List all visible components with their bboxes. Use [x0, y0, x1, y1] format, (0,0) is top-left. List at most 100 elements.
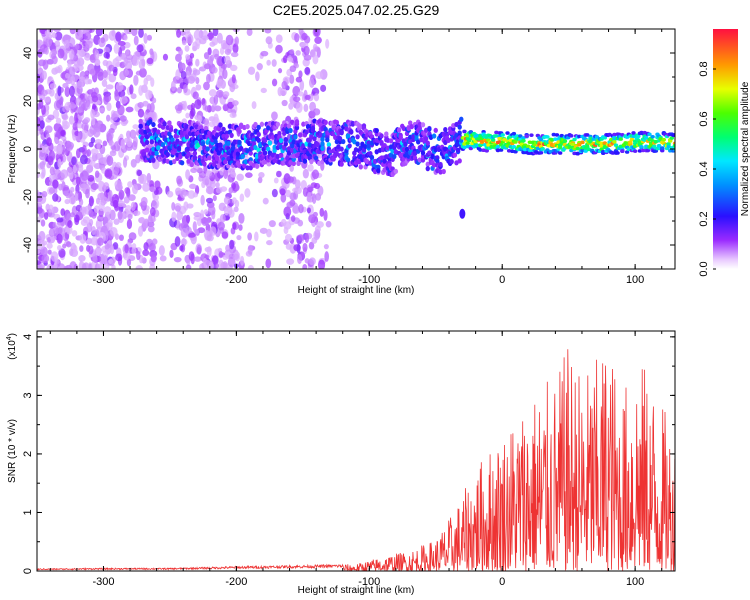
spectrogram-cell [171, 158, 177, 165]
spectrogram-cell [138, 59, 146, 70]
spectrogram-cell [129, 129, 137, 139]
spectrogram-cell [104, 243, 110, 250]
spectrogram-cell [248, 150, 253, 156]
spectrogram-cell [95, 153, 104, 161]
spectrogram-cell [490, 138, 496, 142]
spectrogram-cell [245, 172, 253, 179]
spectrogram-cell [180, 70, 187, 80]
spectrogram-cell [159, 255, 167, 262]
spectrogram-cell [119, 70, 127, 81]
spectrogram-cell [183, 191, 189, 197]
spectrogram-cell [229, 239, 235, 250]
spectrogram-cell [275, 44, 283, 54]
spectrogram-cell [307, 164, 314, 172]
spectrogram-cell [248, 165, 253, 171]
x-tick-label: 0 [499, 274, 505, 286]
spectrogram-cell [40, 219, 46, 227]
spectrogram-cell [286, 123, 292, 129]
spectrogram-cell [137, 225, 144, 237]
spectrogram-cell [232, 139, 237, 145]
spectrogram-cell [91, 226, 96, 236]
spectrogram-cell [302, 187, 309, 197]
spectrogram-cell [222, 68, 228, 80]
spectrogram-cell [425, 140, 430, 146]
spectrogram-cell [313, 29, 321, 37]
spectrogram-cell [89, 160, 96, 167]
spectrogram-cell [61, 124, 69, 130]
spectrogram-cell [113, 218, 120, 225]
spectrogram-cell [87, 128, 94, 138]
spectrogram-cell [101, 79, 108, 88]
spectrogram-cell [122, 249, 131, 261]
spectrogram-cell [234, 36, 239, 46]
spectrogram-cell [195, 142, 201, 148]
spectrogram-cell [420, 157, 426, 163]
spectrogram-cell [225, 244, 230, 252]
spectrogram-cell [293, 96, 301, 102]
spectrogram-cell [319, 207, 325, 217]
spectrogram-cell [186, 145, 191, 152]
spectrogram-cell [345, 133, 351, 139]
spectrogram-cell [449, 159, 454, 165]
spectrogram-cell [90, 237, 99, 246]
spectrogram-cell [211, 66, 218, 74]
spectrogram-cell [193, 228, 200, 235]
spectrogram-cell [213, 53, 220, 60]
spectrogram-cell [203, 118, 210, 126]
spectrogram-cell [52, 221, 57, 228]
spectrogram-cell [49, 83, 57, 89]
spectrogram-cell [200, 194, 205, 206]
spectrogram-cell [260, 50, 269, 57]
spectrogram-cell [218, 250, 224, 259]
spectrogram-cell [355, 134, 360, 140]
spectrogram-cell [334, 139, 340, 145]
spectrogram-cell [337, 136, 343, 142]
spectrogram-cell [71, 230, 78, 237]
spectrogram-cell [495, 144, 501, 149]
spectrogram-cell [124, 187, 131, 195]
spectrogram-cell [74, 112, 79, 124]
x-tick-label: 0 [499, 576, 505, 588]
spectrogram-cell [323, 209, 328, 221]
spectrogram-cell [103, 51, 110, 59]
spectrogram-cell [95, 68, 104, 77]
spectrogram-cell [183, 100, 188, 112]
spectrogram-cell [180, 227, 189, 238]
spectrogram-cell [223, 196, 231, 205]
spectrogram-cell [200, 209, 205, 220]
spectrogram-cell [96, 29, 101, 32]
spectrogram-cell [236, 173, 244, 181]
spectrogram-cell [49, 166, 55, 176]
y-tick-label: -40 [22, 237, 34, 253]
svg-text:(x104): (x104) [6, 333, 18, 360]
spectrogram-cell [80, 170, 89, 181]
spectrogram-cell [65, 192, 72, 199]
spectrogram-cell [323, 244, 329, 250]
spectrogram-cell [334, 119, 340, 126]
spectrogram-cell [107, 222, 113, 231]
spectrogram-cell [286, 201, 294, 208]
spectrogram-cell [41, 89, 48, 97]
spectrogram-cell [109, 227, 118, 237]
spectrogram-cell [151, 200, 157, 207]
spectrogram-cell [497, 136, 502, 141]
spectrogram-cell [126, 258, 132, 267]
spectrogram-cell [239, 193, 245, 203]
spectrogram-cell [225, 34, 234, 46]
spectrogram-cell [55, 117, 62, 125]
spectrogram-cell [138, 123, 143, 130]
spectrogram-cell [304, 67, 311, 75]
spectrogram-cell [308, 257, 316, 266]
spectrogram-cell [201, 217, 209, 226]
spectrogram-cell [230, 51, 239, 58]
spectrogram-cell [298, 70, 303, 79]
spectrogram-cell [167, 120, 172, 127]
spectrogram-cell [256, 124, 261, 130]
spectrogram-cell [88, 245, 94, 255]
spectrogram-cell [247, 232, 253, 241]
spectrogram-cell [212, 194, 217, 202]
spectrogram-cell [216, 32, 223, 44]
spectrogram-cell [78, 29, 83, 38]
spectrogram-cell [583, 149, 588, 153]
